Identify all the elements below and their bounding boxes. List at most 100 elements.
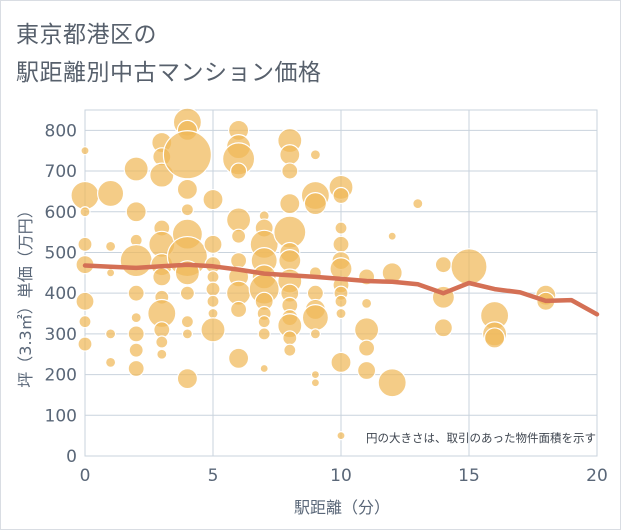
data-bubble [335, 307, 347, 320]
data-bubble [104, 240, 117, 252]
data-bubble [357, 360, 377, 381]
data-bubble [205, 281, 221, 297]
data-bubble [257, 315, 271, 329]
data-bubble [377, 368, 407, 398]
data-bubble [77, 236, 93, 252]
data-bubble [259, 363, 269, 374]
chart-title-line1: 東京都港区の [16, 22, 157, 48]
data-bubble [281, 162, 299, 180]
data-bubble [75, 291, 95, 311]
data-bubble [257, 327, 271, 341]
y-tick-label: 600 [45, 203, 77, 223]
data-bubble [279, 193, 301, 215]
data-bubble [230, 162, 248, 180]
data-bubble [78, 315, 92, 329]
data-bubble [176, 178, 198, 200]
data-bubble [104, 328, 117, 340]
data-bubble [181, 328, 193, 340]
data-bubble [450, 248, 488, 286]
y-tick-label: 400 [45, 284, 77, 304]
data-bubble [412, 198, 424, 210]
data-bubble [162, 130, 212, 180]
y-tick-label: 200 [45, 366, 77, 386]
data-bubble [130, 312, 142, 324]
y-tick-label: 100 [45, 406, 77, 426]
data-bubble [105, 268, 116, 278]
trend-line-path [82, 262, 600, 317]
data-bubble [434, 256, 452, 274]
data-bubble [200, 317, 226, 343]
data-bubble [80, 146, 90, 156]
data-bubble [310, 369, 320, 380]
data-bubble [123, 156, 149, 182]
data-bubble [176, 368, 198, 390]
data-bubble [179, 285, 195, 301]
data-bubble [283, 343, 297, 357]
chart-title-line2: 駅距離別中古マンション価格 [16, 60, 322, 86]
data-bubble [228, 347, 250, 369]
data-bubble [334, 294, 348, 308]
trend-line [82, 262, 600, 317]
x-tick-label: 10 [330, 466, 352, 486]
data-bubble [180, 203, 194, 217]
data-bubble [230, 300, 248, 319]
data-bubble [358, 339, 376, 357]
data-bubble [306, 284, 324, 302]
y-tick-label: 0 [66, 447, 77, 467]
grid [84, 109, 598, 457]
data-bubble [206, 294, 220, 308]
x-tick-label: 15 [458, 466, 480, 486]
data-bubble [155, 335, 169, 349]
data-bubble [202, 188, 224, 211]
data-bubble [79, 206, 91, 218]
chart-title: 東京都港区の 駅距離別中古マンション価格 [16, 16, 322, 92]
ticks: 0 100 200 300 400 500 600 700 800 0 5 10 15 20 [45, 121, 608, 486]
data-bubble [104, 356, 117, 368]
data-bubble [119, 244, 153, 278]
data-bubble [309, 149, 321, 161]
data-bubble [77, 336, 93, 352]
data-bubble [332, 235, 350, 253]
data-bubble [361, 297, 373, 309]
data-bubble [128, 342, 144, 358]
data-bubble [125, 201, 147, 223]
data-bubble [203, 234, 223, 254]
data-bubble [231, 228, 247, 244]
y-tick-label: 300 [45, 325, 77, 345]
data-bubble [152, 267, 172, 287]
data-bubble [127, 325, 145, 343]
data-bubble [354, 317, 380, 343]
data-bubble [127, 284, 145, 302]
data-bubble [484, 327, 506, 349]
data-bubble [206, 270, 220, 284]
y-tick-label: 800 [45, 121, 77, 141]
data-bubble [301, 304, 329, 332]
x-tick-label: 20 [586, 466, 608, 486]
bubbles [70, 107, 557, 441]
y-tick-label: 500 [45, 243, 77, 263]
data-bubble [230, 252, 248, 270]
data-bubble [180, 315, 194, 329]
size-note: 円の大きさは、取引のあった物件面積を示す [366, 431, 596, 445]
data-bubble [309, 328, 321, 340]
data-bubble [433, 318, 453, 338]
data-bubble [153, 321, 171, 339]
x-tick-label: 5 [208, 466, 219, 486]
x-axis-title: 駅距離（分） [294, 498, 390, 517]
data-bubble [330, 351, 352, 373]
data-bubble [282, 330, 298, 346]
data-bubble [387, 231, 397, 241]
data-bubble [278, 249, 302, 273]
y-tick-label: 700 [45, 162, 77, 182]
data-bubble [334, 221, 348, 235]
data-bubble [303, 192, 327, 216]
x-tick-label: 0 [80, 466, 91, 486]
y-axis-title: 坪（3.3㎡）単価（万円） [16, 202, 35, 387]
data-bubble [207, 307, 219, 320]
data-bubble [332, 186, 350, 205]
data-bubble [279, 144, 301, 166]
data-bubble [127, 359, 145, 378]
data-bubble [156, 348, 168, 360]
data-bubble [310, 378, 320, 388]
